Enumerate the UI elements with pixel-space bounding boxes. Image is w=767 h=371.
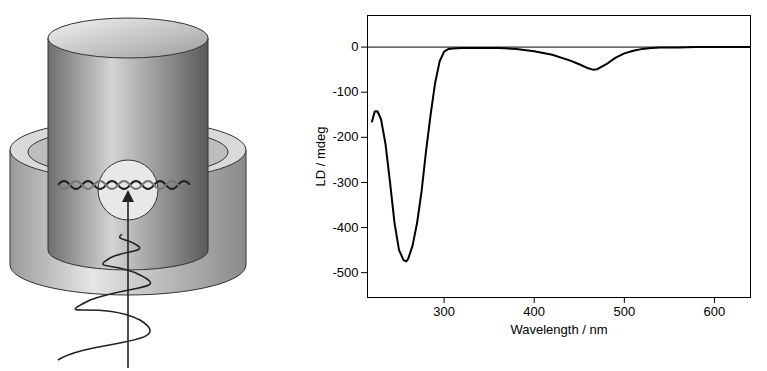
svg-text:LD / mdeg: LD / mdeg xyxy=(313,127,328,187)
svg-text:-400: -400 xyxy=(332,220,358,235)
svg-text:-300: -300 xyxy=(332,175,358,190)
svg-text:300: 300 xyxy=(433,304,455,319)
svg-text:600: 600 xyxy=(704,304,726,319)
svg-text:0: 0 xyxy=(351,39,358,54)
svg-text:-500: -500 xyxy=(332,265,358,280)
svg-text:-100: -100 xyxy=(332,84,358,99)
svg-text:-200: -200 xyxy=(332,129,358,144)
svg-text:500: 500 xyxy=(613,304,635,319)
svg-text:Wavelength / nm: Wavelength / nm xyxy=(510,322,607,337)
svg-text:400: 400 xyxy=(523,304,545,319)
